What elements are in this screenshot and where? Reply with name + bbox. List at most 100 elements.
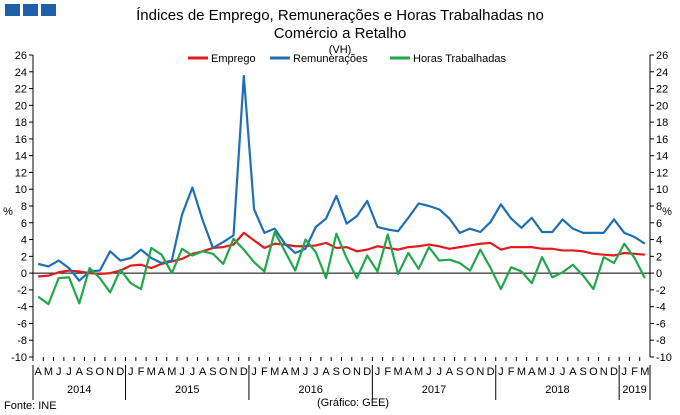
x-tick-label: D: [363, 366, 371, 378]
y-tick-label-left: 20: [15, 100, 27, 112]
x-tick-label: F: [631, 366, 638, 378]
x-tick-label: N: [230, 366, 238, 378]
x-tick-label: S: [86, 366, 93, 378]
y-axis-label-right: %: [662, 206, 672, 218]
legend-label-emprego: Emprego: [211, 53, 256, 65]
y-tick-label-left: -10: [11, 352, 27, 364]
legend-item-remuneracoes: Remunerações: [270, 53, 368, 65]
x-year-label: 2015: [175, 384, 199, 396]
legend-label-horas: Horas Trabalhadas: [413, 53, 506, 65]
chart-title-line1: Índices de Emprego, Remunerações e Horas…: [136, 7, 544, 24]
x-tick-label: D: [610, 366, 618, 378]
y-tick-label-right: 20: [656, 100, 668, 112]
x-tick-label: S: [579, 366, 586, 378]
y-tick-label-right: -10: [656, 352, 672, 364]
y-tick-label-left: 14: [15, 151, 27, 163]
legend-label-remuneracoes: Remunerações: [293, 53, 368, 65]
y-tick-label-right: 16: [656, 134, 668, 146]
y-axis-label-left: %: [3, 206, 13, 218]
y-tick-label-left: 12: [15, 167, 27, 179]
x-tick-label: M: [393, 366, 402, 378]
y-tick-label-right: -8: [656, 335, 666, 347]
y-tick-label-left: -4: [17, 302, 27, 314]
y-tick-label-right: 10: [656, 184, 668, 196]
x-tick-label: F: [261, 366, 268, 378]
series-line-horas: [37, 230, 646, 306]
logo-square-3: [41, 4, 56, 16]
y-tick-label-right: -6: [656, 318, 666, 330]
legend: Emprego Remunerações Horas Trabalhadas: [188, 53, 506, 65]
x-tick-label: A: [158, 366, 166, 378]
y-tick-label-right: 6: [656, 218, 662, 230]
x-year-label: 2018: [545, 384, 569, 396]
x-tick-label: S: [456, 366, 463, 378]
chart-credit: (Gráfico: GEE): [317, 397, 389, 409]
y-tick-label-left: 10: [15, 184, 27, 196]
x-year-label: 2014: [67, 384, 91, 396]
y-tick-label-left: 24: [15, 67, 27, 79]
x-tick-label: J: [56, 366, 62, 378]
y-tick-label-right: 24: [656, 67, 668, 79]
y-tick-label-left: 18: [15, 117, 27, 129]
x-tick-label: F: [508, 366, 515, 378]
logo-square-1: [5, 4, 20, 16]
x-tick-label: D: [487, 366, 495, 378]
y-tick-label-left: 22: [15, 84, 27, 96]
y-tick-label-right: 12: [656, 167, 668, 179]
y-tick-label-right: 4: [656, 235, 662, 247]
y-tick-label-left: 4: [21, 235, 27, 247]
y-tick-label-right: 14: [656, 151, 668, 163]
x-tick-label: J: [375, 366, 381, 378]
y-tick-label-right: 18: [656, 117, 668, 129]
x-tick-label: F: [138, 366, 145, 378]
x-tick-label: D: [240, 366, 248, 378]
y-tick-label-left: 16: [15, 134, 27, 146]
x-tick-label: A: [281, 366, 289, 378]
series-line-remuneracoes: [37, 74, 646, 282]
x-tick-label: N: [353, 366, 361, 378]
x-tick-label: A: [569, 366, 577, 378]
x-tick-label: M: [44, 366, 53, 378]
x-tick-label: O: [589, 366, 598, 378]
x-tick-label: A: [199, 366, 207, 378]
chart-title-line2: Comércio a Retalho: [274, 25, 407, 42]
x-tick-label: O: [466, 366, 475, 378]
x-tick-label: M: [537, 366, 546, 378]
y-tick-label-left: -8: [17, 335, 27, 347]
x-tick-label: S: [333, 366, 340, 378]
x-tick-label: J: [66, 366, 72, 378]
x-tick-label: M: [291, 366, 300, 378]
logo: [5, 4, 56, 16]
source-note: Fonte: INE: [4, 400, 57, 412]
x-tick-label: M: [517, 366, 526, 378]
x-tick-label: J: [436, 366, 442, 378]
x-tick-label: N: [600, 366, 608, 378]
x-tick-label: J: [251, 366, 257, 378]
x-tick-label: J: [303, 366, 309, 378]
y-tick-label-right: 26: [656, 50, 668, 62]
x-tick-label: D: [116, 366, 124, 378]
x-tick-label: J: [622, 366, 628, 378]
y-tick-label-left: 6: [21, 218, 27, 230]
series-lines: [37, 74, 646, 306]
x-tick-label: O: [96, 366, 105, 378]
series-line-emprego: [38, 231, 645, 278]
x-year-label: 2019: [622, 384, 646, 396]
x-tick-label: J: [313, 366, 319, 378]
y-tick-label-right: -2: [656, 285, 666, 297]
y-tick-label-left: 8: [21, 201, 27, 213]
x-tick-label: J: [498, 366, 504, 378]
y-tick-label-left: 2: [21, 251, 27, 263]
x-tick-label: S: [209, 366, 216, 378]
x-tick-label: A: [446, 366, 454, 378]
x-tick-label: J: [190, 366, 196, 378]
x-year-label: 2016: [298, 384, 322, 396]
x-tick-label: M: [414, 366, 423, 378]
x-tick-label: O: [342, 366, 351, 378]
x-tick-label: N: [106, 366, 114, 378]
x-tick-label: J: [550, 366, 556, 378]
x-tick-label: A: [405, 366, 413, 378]
